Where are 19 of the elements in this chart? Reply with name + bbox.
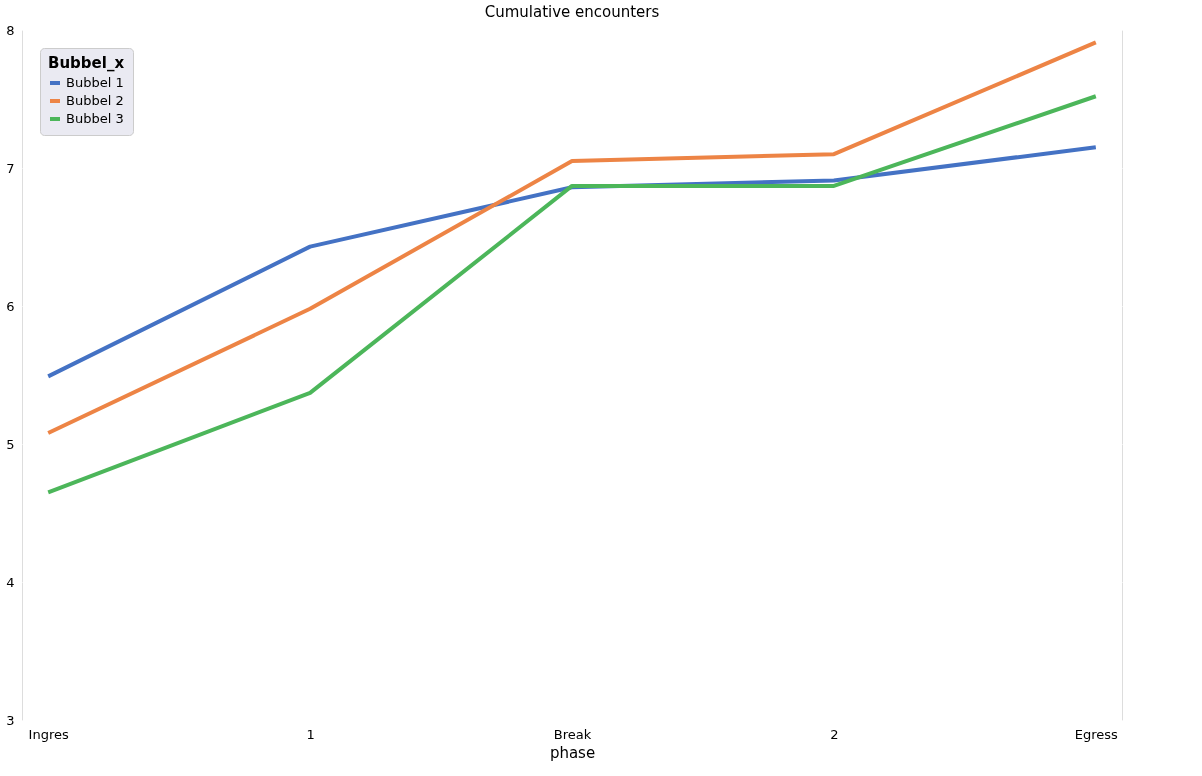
legend-title: Bubbel_x — [48, 54, 125, 72]
x-axis-title: phase — [549, 743, 596, 762]
y-tick-label: 7 — [6, 160, 15, 176]
y-tick-label: 6 — [6, 298, 15, 314]
legend-label: Bubbel 3 — [66, 111, 124, 126]
x-tick-label: Break — [553, 726, 592, 742]
line-series — [46, 40, 1098, 435]
y-tick-label: 3 — [6, 712, 15, 728]
x-tick-label: Ingres — [28, 726, 69, 742]
line-series — [46, 94, 1098, 495]
y-tick-label: 8 — [6, 22, 15, 38]
y-tick-label: 5 — [6, 436, 15, 452]
x-tick-label: 2 — [830, 726, 839, 742]
legend-label: Bubbel 1 — [66, 75, 124, 90]
chart-title: Cumulative encounters — [484, 3, 660, 21]
x-tick-label: 1 — [306, 726, 315, 742]
y-tick-label: 4 — [6, 574, 15, 590]
legend-label: Bubbel 2 — [66, 93, 124, 108]
x-tick-label: Egress — [1074, 726, 1119, 742]
